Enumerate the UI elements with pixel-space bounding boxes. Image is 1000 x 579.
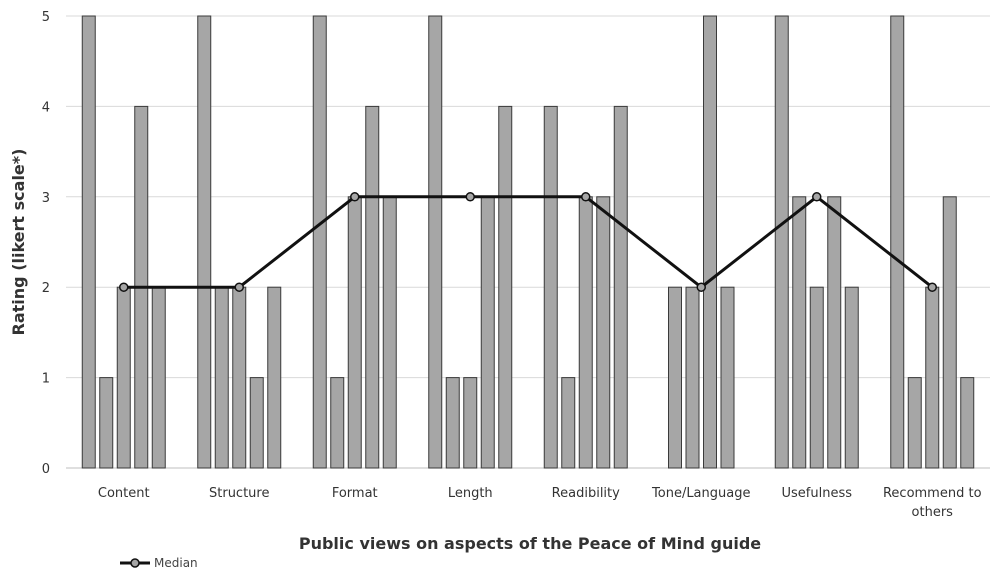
median-point — [350, 192, 360, 202]
y-tick-label: 0 — [42, 462, 50, 477]
median-point — [465, 192, 475, 202]
bar — [116, 286, 131, 469]
bars — [81, 15, 975, 469]
bar — [578, 196, 593, 469]
bar — [703, 15, 717, 469]
y-tick-label: 4 — [42, 100, 50, 115]
bar — [232, 286, 247, 469]
median-line — [123, 195, 934, 289]
bar — [347, 196, 362, 469]
median-point — [119, 282, 129, 292]
y-tick-label: 3 — [42, 191, 50, 206]
x-tick-label: Length — [448, 486, 493, 501]
bar — [382, 196, 397, 469]
x-tick-label: Recommend to others — [883, 486, 982, 520]
bar — [445, 377, 460, 469]
bar — [151, 286, 166, 469]
bar — [365, 105, 380, 469]
y-tick-label: 2 — [42, 281, 50, 296]
bar — [613, 105, 628, 469]
bar — [197, 15, 212, 469]
bar — [907, 377, 922, 469]
bar — [81, 15, 96, 469]
bar — [942, 196, 957, 469]
bar — [596, 196, 611, 469]
x-tick-label: Usefulness — [782, 486, 853, 501]
bar — [330, 377, 345, 469]
median-point — [696, 282, 706, 292]
bar — [774, 15, 789, 469]
median-point — [234, 282, 244, 292]
bar — [428, 15, 443, 469]
bar — [498, 105, 513, 469]
bar — [214, 286, 229, 469]
median-point — [927, 282, 937, 292]
median-point — [812, 192, 822, 202]
bar — [809, 286, 824, 469]
bar — [925, 286, 940, 469]
bar — [720, 286, 735, 469]
bar — [668, 286, 682, 469]
bar — [844, 286, 859, 469]
bar — [827, 196, 842, 469]
median-series — [119, 192, 937, 292]
x-tick-label: Content — [98, 486, 150, 501]
x-tick-label: Tone/Language — [651, 486, 750, 501]
bar — [99, 377, 114, 469]
bar — [890, 15, 905, 469]
median-point — [581, 192, 591, 202]
x-tick-label: Readibility — [552, 486, 620, 501]
y-axis-title: Rating (likert scale*) — [9, 149, 28, 336]
x-tick-label: Structure — [209, 486, 269, 501]
bar — [480, 196, 495, 469]
bar — [960, 377, 975, 469]
bar — [249, 377, 264, 469]
y-axis-ticks: 0 1 2 3 4 5 — [42, 10, 50, 477]
y-tick-label: 1 — [42, 372, 50, 387]
bar — [561, 377, 576, 469]
y-tick-label: 5 — [42, 10, 50, 25]
bar — [463, 377, 478, 469]
x-axis-categories: Content Structure Format Length Readibility T… — [98, 486, 982, 520]
x-axis-title: Public views on aspects of the Peace of … — [299, 534, 761, 553]
legend: Median — [120, 556, 198, 570]
bar — [792, 196, 807, 469]
bar — [543, 105, 558, 469]
bar — [685, 286, 700, 469]
bar — [312, 15, 327, 469]
legend-median-label: Median — [154, 556, 198, 570]
x-tick-label: Format — [332, 486, 378, 501]
bar — [267, 286, 282, 469]
legend-median-marker — [130, 558, 140, 568]
